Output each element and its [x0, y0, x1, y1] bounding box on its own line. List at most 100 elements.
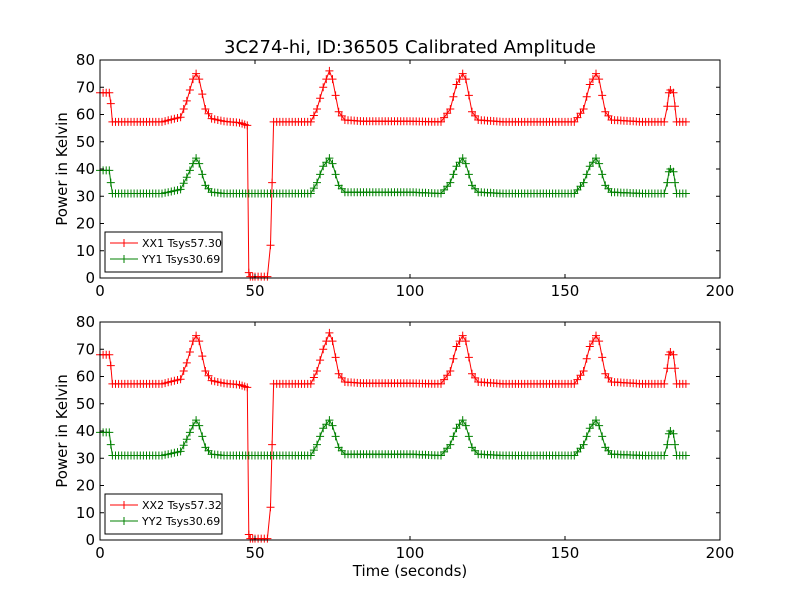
- y-tick-label: 50: [76, 395, 95, 413]
- legend-box: [104, 231, 223, 273]
- data-point: [309, 373, 318, 382]
- data-point: [663, 440, 672, 449]
- y-tick-label: 40: [76, 160, 95, 178]
- data-point: [582, 92, 591, 101]
- data-point: [464, 353, 473, 362]
- data-point: [598, 432, 607, 441]
- data-point: [660, 189, 669, 198]
- data-point: [331, 353, 340, 362]
- x-tick-label: 50: [245, 282, 264, 300]
- legend-entry: YY1 Tsys30.69: [141, 253, 220, 266]
- data-point: [604, 111, 613, 120]
- series-bottom-xx: [96, 328, 690, 543]
- data-point: [588, 420, 597, 429]
- data-point: [106, 99, 115, 108]
- data-point: [334, 107, 343, 116]
- data-point: [669, 429, 678, 438]
- subplot-top-ylabel: Power in Kelvin: [53, 112, 71, 226]
- data-point: [106, 361, 115, 370]
- data-point: [598, 91, 607, 100]
- data-point: [316, 432, 325, 441]
- y-tick-label: 80: [76, 313, 95, 331]
- data-point: [663, 364, 672, 373]
- data-point: [455, 158, 464, 167]
- data-point: [458, 416, 467, 425]
- data-point: [461, 421, 470, 430]
- data-point: [471, 373, 480, 382]
- data-point: [337, 373, 346, 382]
- data-point: [437, 117, 445, 126]
- data-point: [185, 166, 194, 175]
- data-point: [179, 105, 188, 113]
- data-point: [449, 432, 458, 441]
- data-point: [449, 170, 458, 179]
- data-point: [468, 369, 476, 378]
- data-point: [192, 331, 201, 340]
- data-point: [263, 534, 272, 543]
- x-tick-label: 100: [396, 544, 425, 562]
- series-top-xx: [96, 66, 690, 281]
- data-point: [325, 416, 334, 425]
- data-point: [268, 178, 277, 187]
- subplot-bottom-ticks: 0 50 100 150 200 0 10 20 30 40 50 60 70 80: [76, 313, 734, 562]
- data-point: [309, 111, 318, 120]
- data-point: [570, 117, 579, 126]
- y-tick-label: 10: [76, 242, 95, 260]
- data-point: [579, 440, 588, 449]
- x-tick-label: 100: [396, 282, 425, 300]
- x-tick-label: 0: [95, 282, 105, 300]
- data-point: [176, 375, 185, 384]
- data-point: [266, 241, 275, 250]
- y-tick-label: 60: [76, 368, 95, 386]
- data-point: [106, 440, 115, 449]
- data-point: [446, 367, 455, 375]
- x-tick-label: 150: [551, 544, 580, 562]
- data-point: [663, 102, 672, 111]
- data-point: [443, 109, 452, 118]
- x-tick-label: 200: [706, 544, 735, 562]
- data-point: [452, 342, 461, 351]
- data-point: [106, 178, 115, 187]
- data-point: [328, 421, 337, 430]
- data-point: [313, 440, 321, 449]
- data-point: [446, 105, 455, 113]
- y-tick-label: 0: [85, 269, 95, 287]
- data-point: [179, 367, 188, 375]
- y-tick-label: 10: [76, 504, 95, 522]
- data-point: [681, 379, 690, 388]
- data-point: [195, 75, 204, 84]
- data-point: [455, 420, 464, 429]
- series-top-yy: [96, 154, 690, 198]
- data-point: [461, 75, 470, 84]
- subplot-top-legend: XX1 Tsys57.30 YY1 Tsys30.69: [104, 231, 223, 273]
- legend-marker: [120, 239, 128, 247]
- data-point: [185, 428, 194, 437]
- data-point: [595, 421, 604, 430]
- data-point: [592, 331, 600, 340]
- data-point: [573, 375, 582, 384]
- data-point: [458, 331, 467, 340]
- data-point: [601, 107, 610, 116]
- data-point: [176, 113, 185, 122]
- data-point: [582, 354, 591, 363]
- y-tick-label: 80: [76, 51, 95, 69]
- data-point: [243, 383, 252, 392]
- data-point: [105, 428, 114, 437]
- data-point: [306, 117, 315, 126]
- data-point: [592, 69, 600, 78]
- data-point: [440, 113, 449, 122]
- data-point: [179, 441, 188, 450]
- data-point: [337, 111, 346, 120]
- legend-marker: [120, 517, 128, 525]
- data-point: [446, 178, 455, 187]
- data-point: [669, 350, 678, 359]
- data-point: [585, 342, 594, 351]
- data-point: [585, 162, 594, 171]
- subplot-top-series: [96, 66, 690, 281]
- data-point: [663, 178, 672, 187]
- y-tick-label: 30: [76, 449, 95, 467]
- data-point: [604, 373, 613, 382]
- data-point: [452, 162, 461, 171]
- subplot-bottom-series: [96, 328, 690, 543]
- data-point: [198, 90, 207, 99]
